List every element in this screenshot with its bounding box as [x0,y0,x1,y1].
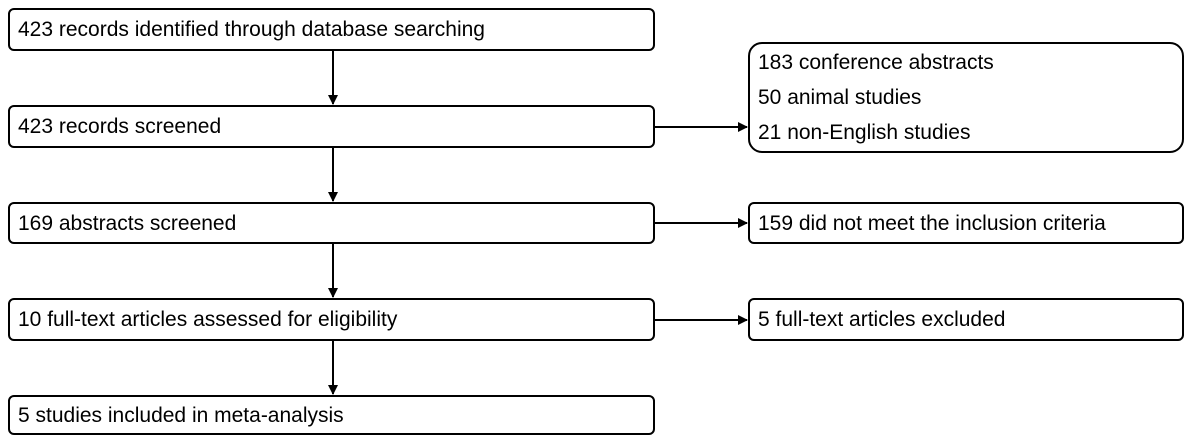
excluded-fulltext-text: 5 full-text articles excluded [758,308,1006,331]
excluded-records-box: 183 conference abstracts 50 animal studi… [748,42,1184,153]
abstracts-box: 169 abstracts screened [8,202,655,244]
screened-box: 423 records screened [8,105,655,148]
excluded-abstracts-text: 159 did not meet the inclusion criteria [758,211,1106,235]
excluded-fulltext-box: 5 full-text articles excluded [748,298,1184,341]
included-box: 5 studies included in meta-analysis [8,395,655,435]
abstracts-text: 169 abstracts screened [18,211,237,235]
excluded-animal-studies: 50 animal studies [758,86,922,109]
excluded-abstracts-box: 159 did not meet the inclusion criteria [748,202,1184,244]
identified-box: 423 records identified through database … [8,8,655,51]
excluded-non-english-studies: 21 non-English studies [758,121,971,144]
excluded-conference-abstracts: 183 conference abstracts [758,51,994,74]
fulltext-text: 10 full-text articles assessed for eligi… [18,308,398,331]
included-text: 5 studies included in meta-analysis [18,403,344,427]
screened-text: 423 records screened [18,115,222,138]
fulltext-box: 10 full-text articles assessed for eligi… [8,298,655,341]
identified-text: 423 records identified through database … [18,18,485,41]
